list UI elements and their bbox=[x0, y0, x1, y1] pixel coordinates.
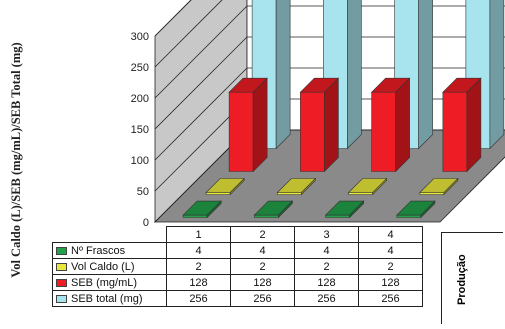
bar bbox=[205, 177, 245, 196]
x-axis-title-box: Produção bbox=[441, 232, 503, 324]
bar-top bbox=[182, 200, 222, 216]
bar-front bbox=[396, 214, 422, 218]
table-corner bbox=[52, 226, 167, 243]
y-tick-label: 250 bbox=[131, 62, 149, 74]
x-tick-label: 1 bbox=[166, 226, 231, 243]
legend-label: Nº Frascos bbox=[71, 244, 126, 257]
bar bbox=[299, 77, 340, 173]
x-axis-title: Produção bbox=[456, 254, 468, 305]
bar-top bbox=[396, 200, 436, 216]
bar-side bbox=[466, 77, 482, 173]
bar-top bbox=[205, 178, 245, 193]
legend-entry: Nº Frascos bbox=[52, 242, 167, 259]
gridline-left bbox=[154, 67, 248, 161]
legend-label: SEB (mg/mL) bbox=[71, 276, 138, 289]
data-label: 4 bbox=[358, 242, 423, 259]
bar-front bbox=[442, 91, 468, 172]
y-tick-label: 150 bbox=[131, 124, 149, 136]
y-tick-label: 0 bbox=[143, 217, 149, 229]
data-label: 2 bbox=[294, 258, 359, 275]
bar bbox=[253, 200, 294, 219]
legend-key-icon bbox=[56, 262, 67, 271]
legend-entry: SEB (mg/mL) bbox=[52, 274, 167, 291]
bar-front bbox=[182, 214, 208, 218]
data-label: 256 bbox=[358, 290, 423, 307]
data-label: 256 bbox=[166, 290, 231, 307]
bar-side bbox=[489, 0, 505, 150]
data-table: 1 2 3 4 Nº Frascos 4 4 4 4 Vol Caldo (L) 2 2 2 2 SEB (… bbox=[52, 226, 423, 307]
bar-side bbox=[275, 0, 291, 150]
bar bbox=[396, 200, 436, 219]
bar-top bbox=[442, 77, 482, 93]
bar-front bbox=[325, 214, 350, 218]
bar bbox=[276, 177, 317, 196]
x-tick-label: 2 bbox=[230, 226, 295, 243]
bar bbox=[419, 177, 459, 196]
chart-bars bbox=[182, 0, 505, 219]
legend-entry: SEB total (mg) bbox=[52, 290, 167, 307]
bar-front bbox=[254, 214, 279, 218]
bar-top bbox=[299, 77, 340, 93]
data-label: 256 bbox=[230, 290, 295, 307]
legend-key-icon bbox=[56, 294, 67, 303]
y-axis-ticks: 0 50 100 150 200 250 300 bbox=[131, 31, 149, 229]
data-label: 256 bbox=[294, 290, 359, 307]
bar-top bbox=[253, 200, 294, 216]
bar-side bbox=[324, 77, 339, 173]
table-row: Nº Frascos 4 4 4 4 bbox=[52, 242, 423, 259]
data-label: 128 bbox=[230, 274, 295, 291]
data-label: 128 bbox=[294, 274, 359, 291]
bar bbox=[442, 77, 482, 173]
legend-key-icon bbox=[56, 278, 67, 287]
bar bbox=[228, 77, 268, 173]
gridline-left bbox=[154, 0, 223, 68]
data-label: 4 bbox=[230, 242, 295, 259]
gridline-left bbox=[154, 5, 248, 99]
bar-front bbox=[371, 91, 396, 172]
x-tick-label: 4 bbox=[358, 226, 423, 243]
bar-top bbox=[370, 77, 411, 93]
bar-top bbox=[347, 178, 388, 193]
legend-label: Vol Caldo (L) bbox=[71, 260, 135, 273]
table-row: SEB total (mg) 256 256 256 256 bbox=[52, 290, 423, 307]
data-label: 4 bbox=[166, 242, 231, 259]
legend-entry: Vol Caldo (L) bbox=[52, 258, 167, 275]
bar-top bbox=[324, 200, 365, 216]
bar-front bbox=[300, 91, 325, 172]
data-label: 2 bbox=[230, 258, 295, 275]
bar bbox=[370, 77, 411, 173]
bar bbox=[347, 177, 388, 196]
bar-side bbox=[252, 77, 268, 173]
y-tick-label: 100 bbox=[131, 155, 149, 167]
data-label: 2 bbox=[166, 258, 231, 275]
bar-top bbox=[419, 178, 459, 193]
data-label: 2 bbox=[358, 258, 423, 275]
data-label: 128 bbox=[358, 274, 423, 291]
bar-side bbox=[347, 0, 362, 150]
bar-top bbox=[276, 178, 317, 193]
gridline-left bbox=[154, 0, 192, 37]
legend-key-icon bbox=[56, 246, 67, 255]
bar-side bbox=[395, 77, 410, 173]
y-axis-title: Vol Caldo (L)/SEB (mg/mL)/SEB Total (mg) bbox=[9, 42, 23, 277]
bar bbox=[324, 200, 365, 219]
table-row: Vol Caldo (L) 2 2 2 2 bbox=[52, 258, 423, 275]
bar-side bbox=[418, 0, 433, 150]
gridline-left bbox=[154, 36, 248, 130]
x-tick-label: 3 bbox=[294, 226, 359, 243]
bar-top bbox=[228, 77, 268, 93]
bar bbox=[182, 200, 222, 219]
y-tick-label: 200 bbox=[131, 93, 149, 105]
y-tick-label: 50 bbox=[137, 186, 149, 198]
data-label: 128 bbox=[166, 274, 231, 291]
y-tick-label: 300 bbox=[131, 31, 149, 43]
table-row: SEB (mg/mL) 128 128 128 128 bbox=[52, 274, 423, 291]
legend-label: SEB total (mg) bbox=[71, 292, 143, 305]
bar-front bbox=[228, 91, 254, 172]
data-label: 4 bbox=[294, 242, 359, 259]
